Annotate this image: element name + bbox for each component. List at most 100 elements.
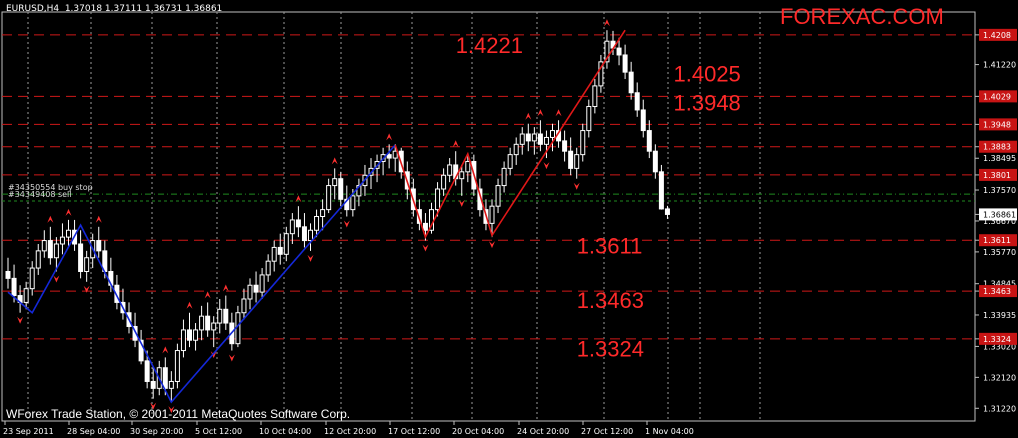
y-tick-label-9: 1.36670	[983, 217, 1016, 226]
symbol-header: EURUSD,H4 1.37018 1.37111 1.36731 1.3686…	[6, 4, 223, 14]
up-fractal-arrow-30	[186, 301, 193, 309]
up-fractal-arrow-86	[525, 112, 532, 120]
candle-body-63	[386, 154, 392, 159]
candle-body-48	[295, 219, 301, 228]
candle-body-105	[640, 109, 646, 132]
zigzag-blue-line	[7, 144, 396, 404]
y-tick-label-7: 1.37570	[983, 186, 1016, 195]
candle-body-6	[41, 240, 47, 252]
candle-body-52	[320, 209, 326, 218]
candle-body-10	[66, 229, 71, 238]
candle-body-54	[332, 178, 338, 187]
down-fractal-arrow-50	[307, 254, 314, 262]
y-tick-label-17: 1.32120	[983, 373, 1016, 382]
level-tag-bg-2	[979, 118, 1017, 131]
up-fractal-arrow-33	[204, 291, 211, 299]
x-tick-label-1: 28 Sep 04:00	[67, 427, 120, 436]
candle-body-98	[598, 61, 604, 87]
level-tag-bg-0	[979, 28, 1017, 41]
candle-body-93	[568, 150, 574, 169]
y-tick-label-1: 1.41220	[983, 61, 1016, 70]
x-tick-label-2: 30 Sep 20:00	[130, 427, 183, 436]
candle-body-51	[314, 216, 320, 231]
down-fractal-arrow-24	[150, 402, 157, 410]
candle-body-73	[447, 164, 453, 176]
candle-body-33	[205, 315, 211, 331]
candle-body-87	[531, 133, 537, 142]
candle-body-40	[247, 284, 253, 300]
level-tag-1: 1.4029	[983, 92, 1011, 101]
y-tick-label-5: 1.38495	[983, 154, 1016, 163]
candle-body-34	[211, 322, 217, 331]
candle-body-86	[525, 133, 531, 142]
candle-body-8	[53, 243, 59, 259]
candle-body-36	[223, 308, 229, 324]
down-fractal-arrow-13	[83, 285, 90, 293]
candle-body-83	[507, 154, 513, 169]
candle-body-94	[574, 154, 580, 169]
candle-body-28	[174, 350, 180, 382]
level-tag-bg-5	[979, 234, 1017, 247]
level-tag-0: 1.4208	[983, 31, 1011, 40]
candle-body-76	[465, 161, 471, 173]
up-fractal-arrow-48	[295, 195, 302, 203]
candle-body-75	[459, 171, 465, 180]
up-fractal-arrow-10	[65, 208, 72, 216]
level-tag-bg-7	[979, 332, 1017, 345]
level-tag-bg-4	[979, 168, 1017, 181]
candle-body-45	[277, 246, 283, 255]
y-tick-label-14: 1.33935	[983, 311, 1016, 320]
candle-body-92	[562, 140, 568, 152]
candle-body-24	[150, 380, 156, 389]
candle-body-109	[664, 208, 670, 215]
candle-body-90	[550, 130, 555, 138]
down-fractal-arrow-37	[228, 354, 235, 362]
price-annotation-5: 1.3324	[577, 337, 644, 362]
up-fractal-arrow-99	[603, 19, 610, 27]
candle-body-99	[604, 40, 610, 63]
candle-body-64	[392, 150, 398, 159]
up-fractal-arrow-63	[386, 133, 393, 141]
level-tag-7: 1.3324	[983, 335, 1011, 344]
candle-body-29	[180, 329, 186, 352]
x-tick-label-7: 20 Oct 04:00	[452, 427, 504, 436]
candle-body-27	[168, 380, 174, 389]
candle-body-82	[501, 167, 507, 187]
candle-body-30	[187, 329, 192, 341]
down-fractal-arrow-56	[343, 220, 350, 228]
brand-watermark: FOREXAC.COM	[780, 4, 944, 29]
candle-body-80	[489, 205, 495, 224]
candle-body-104	[634, 92, 640, 111]
candle-body-101	[616, 47, 622, 56]
candle-body-89	[543, 136, 549, 145]
candle-body-44	[271, 246, 277, 262]
order-label-buy-stop: #34350554 buy stop	[8, 183, 93, 193]
candle-body-15	[96, 240, 102, 252]
candle-body-88	[537, 133, 543, 145]
x-tick-label-8: 24 Oct 20:00	[517, 427, 569, 436]
candle-body-72	[441, 174, 447, 190]
down-fractal-arrow-69	[422, 244, 429, 252]
down-fractal-arrow-89	[543, 162, 550, 170]
up-fractal-arrow-74	[452, 140, 459, 148]
down-fractal-arrow-80	[489, 241, 495, 249]
candle-body-5	[35, 250, 41, 269]
down-fractal-arrow-27	[168, 406, 175, 414]
candle-body-35	[217, 308, 223, 324]
candle-body-53	[326, 185, 332, 211]
candle-body-32	[199, 315, 205, 331]
zigzag-red-line	[394, 29, 626, 240]
price-annotation-1: 1.4025	[674, 61, 741, 86]
candle-body-56	[344, 198, 350, 211]
up-fractal-arrow-26	[162, 346, 169, 354]
x-tick-label-9: 27 Oct 12:00	[581, 427, 633, 436]
x-tick-label-0: 23 Sep 2011	[3, 427, 54, 436]
price-annotation-0: 1.4221	[456, 33, 523, 58]
candle-body-43	[265, 260, 271, 276]
x-tick-label-3: 5 Oct 12:00	[195, 427, 242, 436]
candle-body-42	[259, 274, 265, 293]
candle-body-23	[144, 360, 150, 382]
up-fractal-arrow-15	[95, 215, 102, 223]
candle-body-69	[422, 222, 428, 231]
